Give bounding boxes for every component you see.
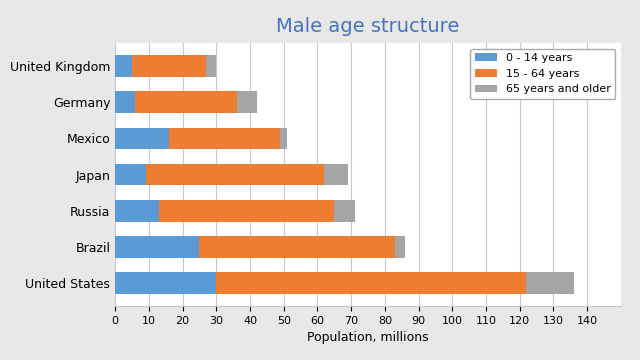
Bar [115,127,169,149]
Title: Male age structure: Male age structure [276,17,460,36]
Bar [132,55,206,77]
Bar [115,200,159,222]
Bar [115,164,145,185]
Bar [115,236,200,258]
Legend: 0 - 14 years, 15 - 64 years, 65 years and older: 0 - 14 years, 15 - 64 years, 65 years an… [470,49,615,99]
Bar [115,55,132,77]
Bar [237,91,257,113]
Bar [145,164,324,185]
X-axis label: Population, millions: Population, millions [307,331,429,344]
Bar [136,91,237,113]
Bar [115,272,216,294]
Bar [115,91,136,113]
Bar [169,127,280,149]
Bar [527,272,573,294]
Bar [216,272,527,294]
Bar [200,236,395,258]
Bar [395,236,405,258]
Bar [159,200,334,222]
Bar [324,164,348,185]
Bar [206,55,216,77]
Bar [334,200,355,222]
Bar [280,127,287,149]
